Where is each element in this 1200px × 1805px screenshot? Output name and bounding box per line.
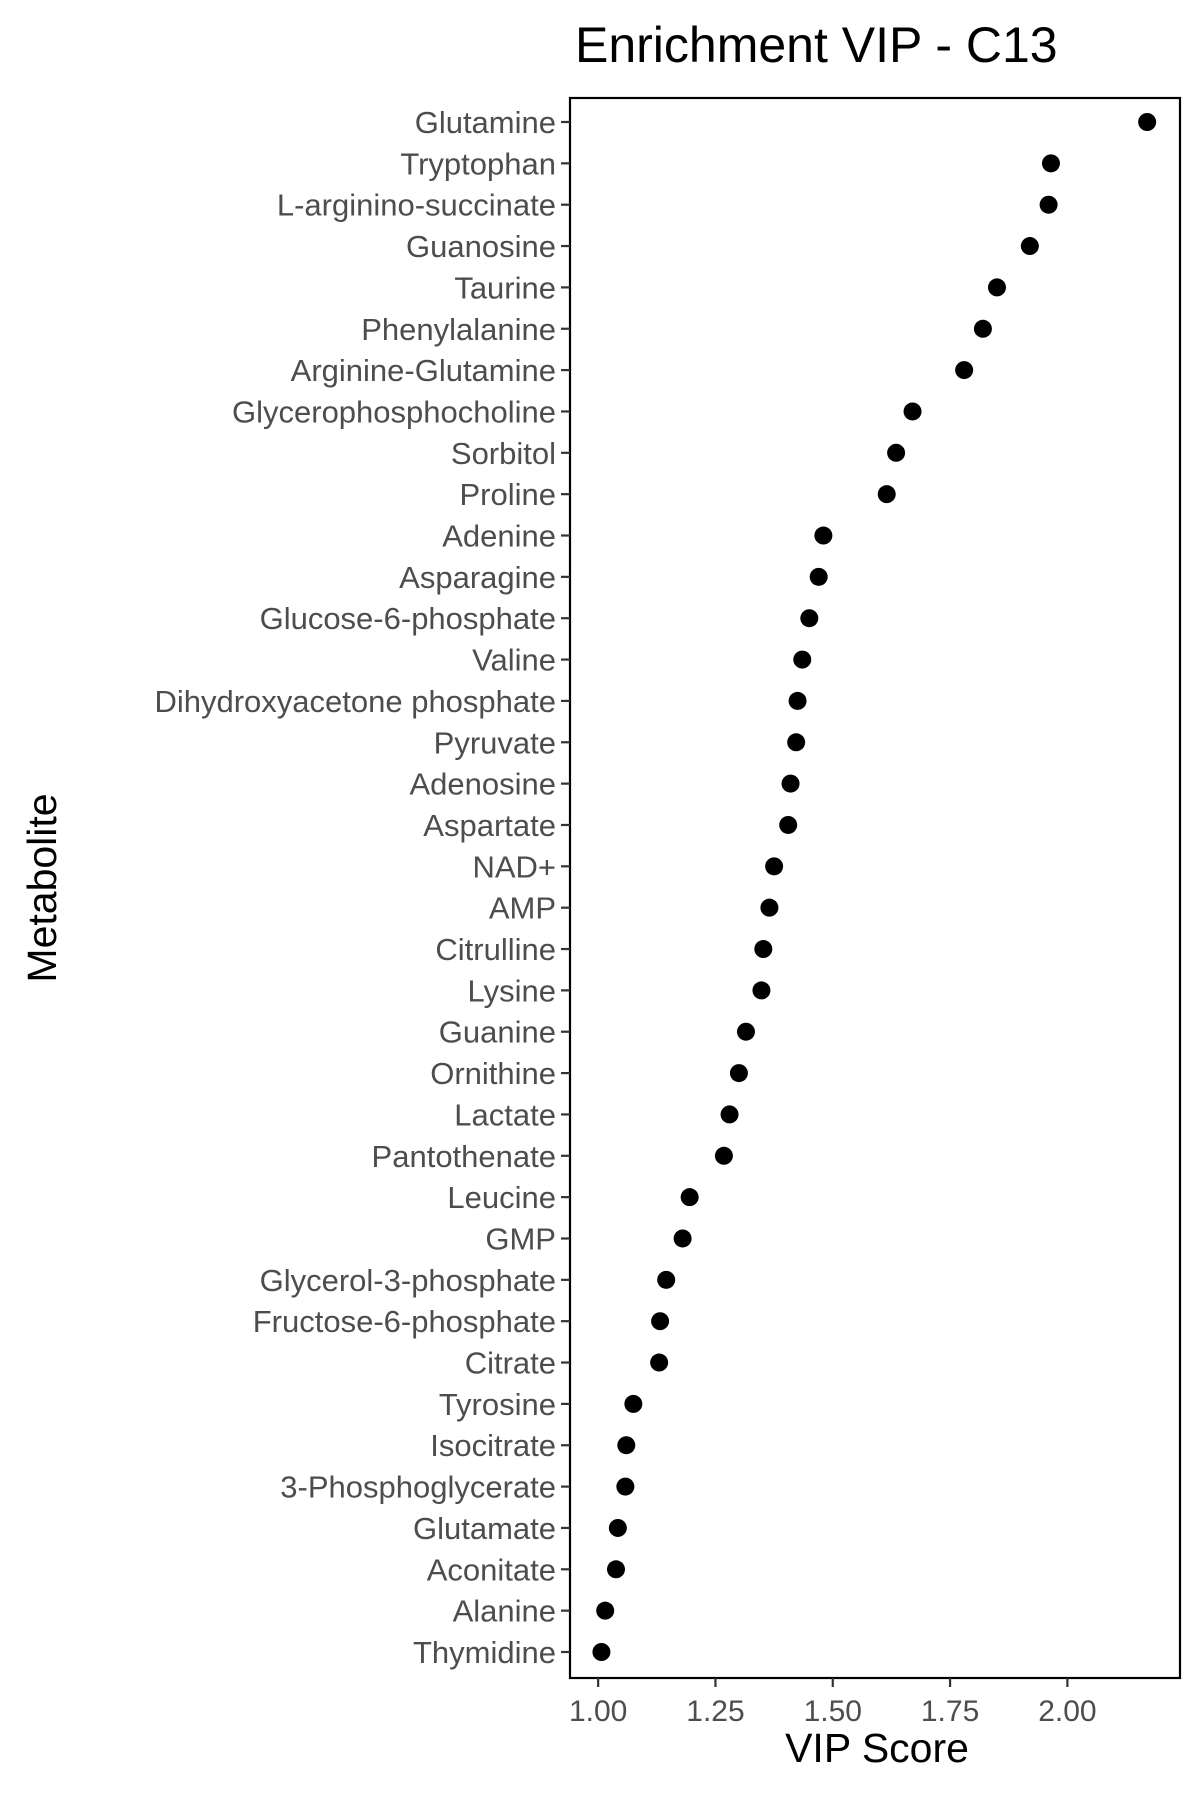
data-point (606, 1560, 625, 1579)
data-point (714, 1146, 733, 1165)
y-tick-label: Lactate (454, 1097, 556, 1132)
data-point (617, 1436, 636, 1455)
x-tick-label: 1.75 (921, 1695, 979, 1728)
data-point (814, 526, 833, 545)
y-tick-label: Lysine (468, 973, 556, 1008)
data-point (988, 278, 1006, 297)
y-tick-label: Glucose-6-phosphate (260, 601, 556, 636)
y-tick-label: Dihydroxyacetone phosphate (154, 684, 556, 719)
data-point (752, 981, 771, 1000)
data-point (624, 1394, 643, 1413)
y-tick-label: Proline (460, 477, 557, 512)
y-tick-label: Tyrosine (439, 1387, 556, 1422)
data-point (754, 940, 773, 959)
data-point (657, 1270, 676, 1289)
data-point (1138, 113, 1157, 131)
data-point (887, 443, 906, 462)
data-point (608, 1518, 627, 1537)
x-tick-label: 2.00 (1038, 1695, 1096, 1728)
y-tick-label: Taurine (454, 270, 556, 305)
y-axis: Glutamine Tryptophan L-arginino-succinate G… (154, 105, 570, 1670)
data-point (809, 567, 828, 586)
data-point (955, 361, 974, 380)
y-tick-label: AMP (489, 891, 556, 926)
data-point (729, 1064, 748, 1083)
y-tick-label: GMP (485, 1221, 556, 1256)
data-point (765, 857, 784, 876)
plot-panel (568, 96, 1182, 1680)
y-tick-label: Glutamine (415, 105, 556, 140)
data-point (673, 1229, 692, 1248)
data-point (616, 1477, 635, 1496)
y-tick-label: Phenylalanine (361, 312, 556, 347)
y-tick-label: Thymidine (413, 1635, 556, 1670)
data-point (787, 733, 806, 752)
chart-title: Enrichment VIP - C13 (575, 17, 1058, 73)
data-point (1020, 237, 1039, 256)
x-axis: 1.00 1.25 1.50 1.75 2.00 (569, 1678, 1097, 1728)
y-tick-label: Aspartate (423, 808, 556, 843)
data-point (793, 650, 812, 669)
data-point (720, 1105, 739, 1124)
y-tick-label: Fructose-6-phosphate (253, 1304, 556, 1339)
data-point (651, 1312, 670, 1331)
data-point (592, 1643, 611, 1661)
x-tick-label: 1.00 (569, 1695, 627, 1728)
y-tick-label: Citrate (465, 1346, 556, 1381)
data-point (903, 402, 922, 421)
data-point (650, 1353, 669, 1372)
y-tick-label: Adenine (442, 519, 556, 554)
y-tick-label: Glycerophosphocholine (232, 394, 556, 429)
y-tick-label: Pyruvate (434, 725, 556, 760)
data-point (760, 898, 779, 917)
data-point (1039, 195, 1058, 214)
y-tick-label: Pantothenate (372, 1139, 556, 1174)
data-point (779, 815, 798, 834)
y-tick-label: Sorbitol (451, 436, 556, 471)
y-tick-label: Glycerol-3-phosphate (260, 1263, 556, 1298)
x-axis-title: VIP Score (785, 1725, 969, 1771)
data-points (592, 113, 1157, 1661)
y-tick-label: Guanosine (406, 229, 556, 264)
data-point (877, 485, 896, 504)
data-point (596, 1601, 615, 1620)
y-tick-label: 3-Phosphoglycerate (280, 1470, 556, 1505)
y-tick-label: Arginine-Glutamine (291, 353, 556, 388)
y-tick-label: NAD+ (472, 849, 556, 884)
y-tick-label: Leucine (447, 1180, 556, 1215)
data-point (736, 1022, 755, 1041)
data-point (788, 691, 807, 710)
x-tick-label: 1.50 (804, 1695, 862, 1728)
y-tick-label: Guanine (439, 1015, 556, 1050)
y-tick-label: Asparagine (399, 560, 556, 595)
data-point (1041, 154, 1060, 173)
y-tick-label: Alanine (453, 1594, 556, 1629)
y-tick-label: Ornithine (430, 1056, 556, 1091)
x-tick-label: 1.25 (686, 1695, 744, 1728)
data-point (973, 319, 992, 338)
y-tick-label: Isocitrate (430, 1428, 556, 1463)
y-tick-label: Valine (472, 643, 556, 678)
y-axis-title: Metabolite (19, 793, 65, 982)
data-point (800, 609, 819, 628)
y-tick-label: Glutamate (413, 1511, 556, 1546)
y-tick-label: Aconitate (427, 1552, 556, 1587)
data-point (680, 1188, 699, 1207)
y-tick-label: Tryptophan (400, 146, 556, 181)
y-tick-label: Citrulline (435, 932, 556, 967)
y-tick-label: L-arginino-succinate (277, 188, 556, 223)
data-point (781, 774, 800, 793)
y-tick-label: Adenosine (409, 767, 556, 802)
